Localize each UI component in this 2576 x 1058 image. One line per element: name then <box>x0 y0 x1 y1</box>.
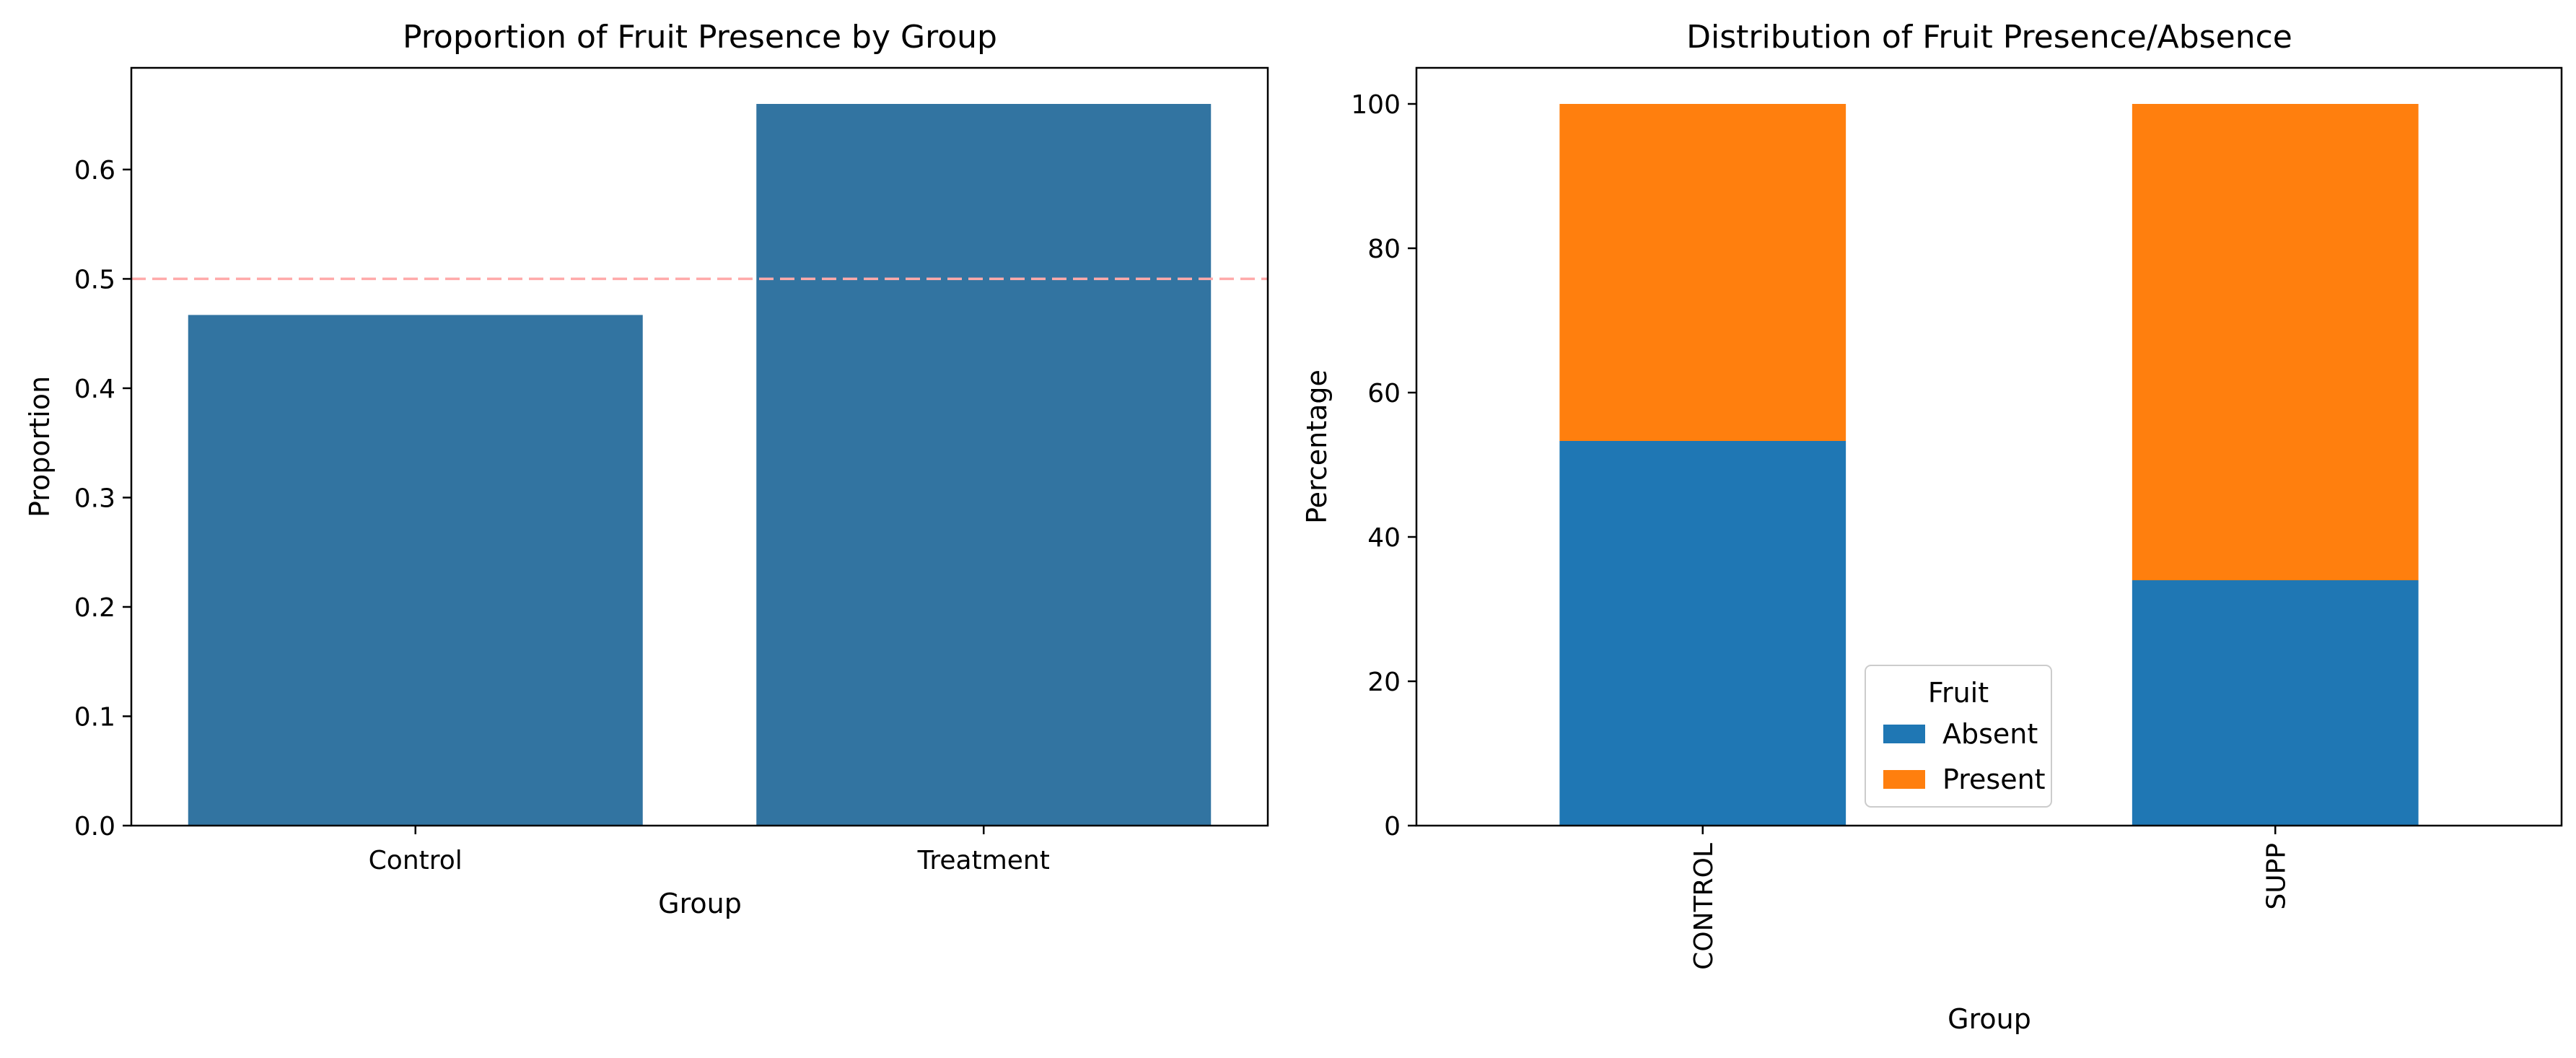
plot-frame <box>1415 66 2563 827</box>
y-tick-label: 0.4 <box>74 375 115 404</box>
x-tick-label: Treatment <box>917 846 1050 875</box>
legend: Fruit Absent Present <box>1865 665 2052 808</box>
legend-title: Fruit <box>1928 677 1989 709</box>
y-tick-label: 0.0 <box>74 812 115 841</box>
legend-swatch-absent <box>1883 725 1925 743</box>
plot-frame <box>130 66 1269 827</box>
legend-label-present: Present <box>1942 764 2046 795</box>
chart-title: Distribution of Fruit Presence/Absence <box>1686 19 2292 56</box>
y-tick-label: 40 <box>1367 523 1401 553</box>
y-tick-label: 0.1 <box>74 702 115 732</box>
x-tick-label: SUPP <box>2261 843 2291 910</box>
bar-supp-absent <box>2132 580 2419 826</box>
y-tick-label: 0.2 <box>74 593 115 623</box>
y-tick-label: 100 <box>1351 90 1401 120</box>
x-tick-label: Control <box>369 846 463 875</box>
bar-control-absent <box>1559 441 1846 826</box>
chart-title: Proportion of Fruit Presence by Group <box>403 19 997 56</box>
x-axis-label: Group <box>1948 1003 2031 1035</box>
y-tick-label: 0 <box>1384 812 1401 841</box>
y-tick-label: 0.5 <box>74 265 115 294</box>
chart-fruit-proportion: Proportion of Fruit Presence by Group 0.… <box>24 19 1269 919</box>
y-tick-label: 0.3 <box>74 484 115 513</box>
x-tick-label: CONTROL <box>1689 843 1719 970</box>
legend-label-absent: Absent <box>1942 718 2038 750</box>
x-axis-label: Group <box>658 888 742 919</box>
y-tick-label: 0.6 <box>74 156 115 185</box>
bar-supp-present <box>2132 104 2419 580</box>
bar-control <box>188 315 643 826</box>
y-axis-label: Percentage <box>1301 370 1333 524</box>
bar-control-present <box>1559 104 1846 441</box>
y-tick-label: 20 <box>1367 668 1401 697</box>
y-axis-label: Proportion <box>24 376 56 517</box>
bar-treatment <box>756 104 1212 826</box>
y-tick-label: 60 <box>1367 379 1401 408</box>
legend-swatch-present <box>1883 770 1925 789</box>
y-tick-label: 80 <box>1367 235 1401 264</box>
chart-fruit-distribution: Distribution of Fruit Presence/Absence 0… <box>1301 19 2563 1035</box>
